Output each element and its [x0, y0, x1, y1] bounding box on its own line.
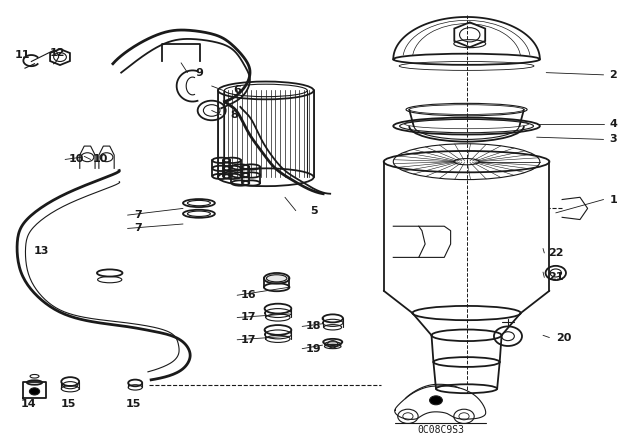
Text: 11: 11	[15, 50, 30, 60]
Circle shape	[429, 396, 442, 405]
Text: 13: 13	[34, 246, 49, 256]
Text: 8: 8	[230, 110, 238, 120]
Ellipse shape	[264, 273, 289, 284]
Text: 17: 17	[241, 335, 257, 345]
Circle shape	[29, 388, 40, 395]
Text: 7: 7	[134, 224, 142, 233]
Text: 12: 12	[50, 47, 65, 58]
Text: 15: 15	[61, 399, 76, 409]
Text: 17: 17	[241, 313, 257, 323]
Text: 3: 3	[609, 134, 617, 144]
Text: 0C08C9S3: 0C08C9S3	[417, 425, 465, 435]
Text: 2: 2	[609, 70, 617, 80]
Text: 10: 10	[69, 155, 84, 164]
Text: 20: 20	[556, 332, 571, 343]
Text: 16: 16	[241, 290, 257, 300]
Text: 9: 9	[195, 68, 203, 78]
Text: 5: 5	[310, 206, 317, 215]
Text: 19: 19	[306, 344, 321, 353]
Text: 15: 15	[125, 399, 141, 409]
Text: 10: 10	[92, 155, 108, 164]
Text: 22: 22	[548, 248, 564, 258]
Text: 18: 18	[306, 321, 321, 332]
Text: 1: 1	[609, 194, 617, 205]
Text: 21: 21	[548, 272, 564, 282]
Text: 7: 7	[134, 210, 142, 220]
Text: 14: 14	[21, 399, 36, 409]
Text: 4: 4	[609, 119, 617, 129]
Text: 6: 6	[233, 86, 241, 95]
